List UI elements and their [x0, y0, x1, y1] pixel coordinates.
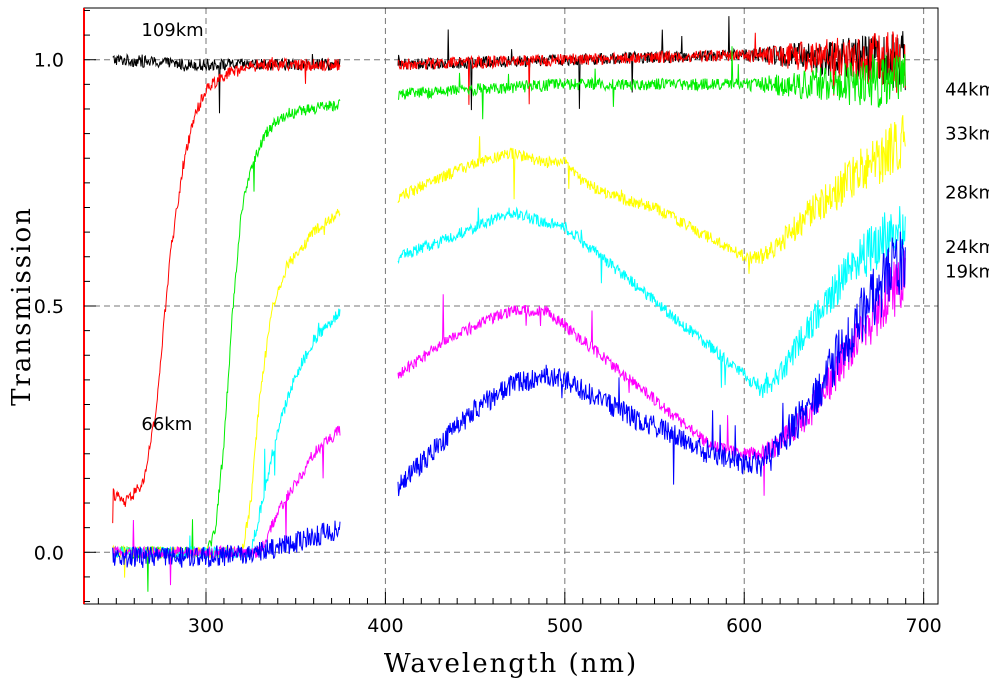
series-label-33km: 33km [945, 124, 989, 145]
series-label-44km: 44km [945, 79, 989, 100]
x-tick-label: 300 [188, 615, 224, 637]
series-line-109km-part1 [112, 52, 341, 114]
series-label-28km: 28km [945, 183, 989, 204]
x-axis-title: Wavelength (nm) [384, 649, 638, 679]
x-tick-label: 600 [726, 615, 762, 637]
series-line-33km-part1 [112, 208, 341, 578]
grid-lines [84, 8, 938, 604]
series-line-33km-part2 [397, 115, 906, 274]
series-line-66km-part2 [397, 31, 906, 105]
y-tick-label: 0.5 [34, 296, 64, 318]
series-line-28km-part2 [397, 206, 906, 398]
series-line-44km-part1 [112, 99, 341, 592]
x-tick-label: 500 [547, 615, 583, 637]
series-label-109km: 109km [141, 20, 203, 41]
y-tick-label: 1.0 [34, 50, 64, 72]
series-label-24km: 24km [945, 237, 989, 258]
series-labels: 109km 66km 44km 33km 28km 24km 19km [141, 20, 989, 435]
series-lines [112, 16, 906, 592]
series-line-19km-part1 [112, 520, 341, 568]
tick-labels: 300 400 500 600 700 0.0 0.5 1.0 [34, 50, 942, 637]
series-line-24km-part1 [112, 425, 341, 586]
series-label-19km: 19km [945, 262, 989, 283]
x-tick-label: 700 [906, 615, 942, 637]
series-line-19km-part2 [397, 231, 906, 497]
y-axis-title: Transmission [7, 206, 37, 406]
series-line-44km-part2 [397, 46, 906, 120]
x-tick-label: 400 [367, 615, 403, 637]
ticks [84, 9, 925, 604]
series-line-66km-part1 [112, 56, 341, 524]
series-label-66km: 66km [141, 414, 192, 435]
y-tick-label: 0.0 [34, 542, 64, 564]
